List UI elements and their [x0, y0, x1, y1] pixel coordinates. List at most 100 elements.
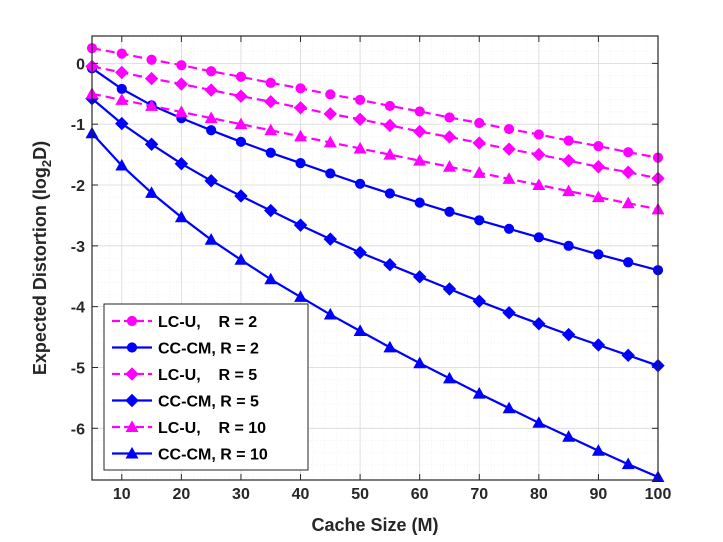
triangle-marker: [294, 290, 307, 302]
diamond-marker: [412, 270, 427, 284]
triangle-marker: [413, 154, 427, 166]
circle-marker: [444, 112, 455, 123]
triangle-marker: [532, 416, 546, 428]
diamond-marker: [353, 112, 367, 127]
x-tick-label: 30: [232, 486, 250, 503]
x-tick-label: 90: [590, 486, 608, 503]
legend-label: LC-U, R = 10: [158, 420, 266, 437]
circle-marker: [384, 100, 395, 112]
circle-marker: [503, 123, 515, 135]
triangle-marker: [443, 371, 456, 384]
x-tick-label: 70: [470, 486, 488, 503]
x-tick-label: 80: [530, 486, 548, 503]
x-tick-label: 40: [292, 486, 310, 503]
x-axis-label: Cache Size (M): [311, 515, 438, 535]
triangle-marker: [145, 186, 159, 198]
triangle-marker: [383, 340, 397, 353]
legend-box: [103, 303, 309, 471]
diamond-marker: [561, 327, 576, 342]
triangle-marker: [532, 178, 546, 190]
diamond-marker: [293, 101, 308, 115]
triangle-marker: [125, 446, 139, 459]
legend-label: LC-U, R = 5: [158, 367, 257, 384]
diamond-marker: [323, 232, 338, 246]
diamond-marker: [502, 306, 516, 320]
diamond-marker: [125, 393, 139, 408]
triangle-marker: [294, 129, 307, 142]
triangle-marker: [353, 324, 367, 336]
triangle-marker: [264, 123, 278, 136]
triangle-marker: [145, 99, 159, 111]
axis-ticks: 10 20 30 40 50 60 70 80 90 100 0 -1 -2 -3 -4 -5 -6: [71, 36, 671, 503]
x-tick-label: 10: [113, 486, 131, 503]
circle-marker: [623, 147, 634, 158]
circle-marker: [563, 135, 574, 146]
triangle-marker: [204, 233, 218, 245]
diamond-marker: [115, 116, 129, 131]
diamond-marker: [144, 71, 159, 86]
x-tick-label: 50: [351, 486, 369, 503]
circle-marker: [235, 71, 247, 82]
triangle-marker: [264, 272, 278, 285]
diamond-marker: [144, 137, 159, 151]
circle-marker: [384, 188, 395, 199]
triangle-marker: [502, 172, 516, 184]
triangle-marker: [472, 387, 486, 399]
circle-marker: [265, 77, 276, 88]
diamond-marker: [234, 89, 248, 103]
diamond-marker: [383, 257, 397, 272]
triangle-marker: [174, 105, 188, 118]
triangle-marker: [591, 444, 605, 456]
triangle-marker: [591, 190, 605, 203]
diamond-marker: [174, 77, 189, 91]
triangle-marker: [174, 210, 188, 223]
triangle-marker: [413, 356, 427, 369]
circle-marker: [623, 257, 634, 268]
series-line: [91, 67, 659, 272]
triangle-marker: [204, 111, 218, 124]
diamond-marker: [383, 118, 397, 133]
legend-label: LC-U, R = 2: [158, 314, 257, 331]
y-tick-label: -6: [71, 421, 85, 438]
series-1: [86, 63, 664, 276]
diamond-marker: [621, 165, 635, 179]
diamond-marker: [442, 130, 457, 144]
circle-marker: [355, 178, 366, 189]
y-axis-label-tail: D): [30, 141, 50, 160]
triangle-marker: [472, 166, 486, 178]
legend-label: CC-CM, R = 5: [158, 394, 259, 411]
grid: [92, 36, 659, 480]
diamond-marker: [264, 94, 278, 109]
diamond-marker: [323, 107, 338, 121]
series-line: [91, 97, 659, 367]
circle-marker: [593, 140, 604, 152]
x-tick-label: 60: [411, 486, 429, 503]
circle-marker: [414, 106, 425, 117]
circle-marker: [265, 147, 276, 158]
circle-marker: [235, 136, 247, 147]
y-tick-label: -5: [71, 360, 85, 377]
plot-frame: [91, 35, 659, 481]
diamond-marker: [353, 245, 367, 260]
diamond-marker: [472, 294, 486, 308]
triangle-marker: [621, 457, 635, 470]
y-axis-label-subscript: 2: [39, 160, 54, 167]
diamond-marker: [442, 282, 457, 296]
circle-marker: [533, 129, 544, 140]
triangle-marker: [115, 158, 129, 171]
diamond-marker: [502, 142, 516, 156]
y-axis-label: Expected Distortion (log2D): [30, 141, 54, 375]
circle-marker: [116, 48, 127, 59]
triangle-marker: [621, 196, 635, 209]
y-tick-label: 0: [76, 56, 85, 73]
diamond-marker: [204, 174, 218, 188]
y-tick-label: -1: [71, 117, 85, 134]
y-tick-label: -2: [71, 178, 85, 195]
y-tick-label: -4: [71, 300, 85, 317]
triangle-marker: [323, 135, 337, 148]
diamond-marker: [591, 160, 606, 174]
circle-marker: [563, 240, 574, 251]
triangle-marker: [502, 401, 516, 414]
diamond-marker: [621, 348, 635, 363]
diamond-marker: [561, 153, 576, 168]
